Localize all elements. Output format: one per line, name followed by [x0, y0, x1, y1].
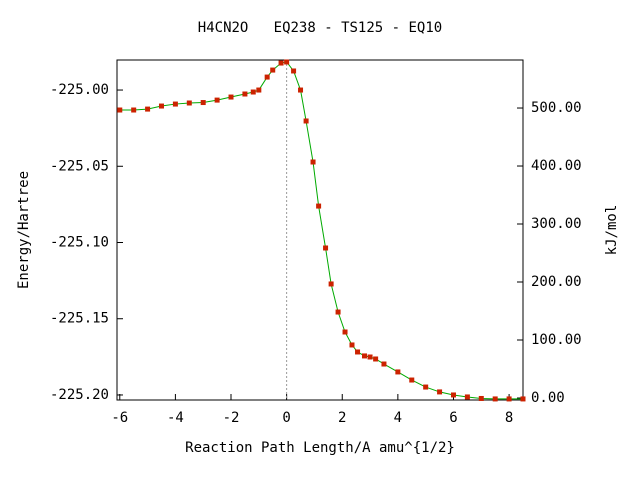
x-tick-label: 4 — [394, 410, 402, 426]
y-tick-label: -225.20 — [50, 387, 109, 403]
point — [520, 396, 526, 402]
x-tick-label: -2 — [223, 410, 240, 426]
point — [328, 281, 334, 287]
point — [284, 59, 290, 65]
x-axis-label: Reaction Path Length/A amu^{1/2} — [185, 440, 455, 456]
point — [437, 389, 443, 395]
point — [270, 67, 276, 73]
y-tick-label: -225.05 — [50, 158, 109, 174]
y2-tick-label: 500.00 — [531, 100, 582, 116]
x-tick-label: -4 — [167, 410, 184, 426]
point — [355, 349, 361, 355]
point — [395, 369, 401, 375]
point — [409, 377, 415, 383]
y-tick-label: -225.00 — [50, 82, 109, 98]
y2-tick-label: 300.00 — [531, 216, 582, 232]
y2-tick-label: 0.00 — [531, 390, 565, 406]
point — [450, 392, 456, 398]
y2-tick-label: 400.00 — [531, 158, 582, 174]
point — [256, 87, 262, 93]
point — [342, 329, 348, 335]
point — [131, 107, 137, 113]
x-tick-label: -6 — [111, 410, 128, 426]
y2-tick-label: 200.00 — [531, 274, 582, 290]
point — [492, 396, 498, 402]
point — [423, 384, 429, 390]
curve — [119, 61, 523, 400]
point — [242, 91, 248, 97]
point — [303, 118, 309, 124]
point — [478, 395, 484, 401]
point — [361, 353, 367, 359]
point — [316, 203, 322, 209]
point — [298, 87, 304, 93]
point — [278, 60, 284, 66]
point — [264, 74, 270, 80]
point — [373, 356, 379, 362]
point — [200, 100, 206, 106]
point — [250, 89, 256, 95]
point — [214, 97, 220, 103]
y2-tick-label: 100.00 — [531, 332, 582, 348]
point — [310, 159, 316, 165]
chart-title: H4CN2O EQ238 - TS125 - EQ10 — [198, 20, 442, 36]
y-axis-label: Energy/Hartree — [16, 171, 32, 289]
x-tick-label: 2 — [338, 410, 346, 426]
point — [367, 354, 373, 360]
point — [158, 103, 164, 109]
y2-axis-label: kJ/mol — [604, 205, 620, 256]
point — [228, 94, 234, 100]
point — [145, 106, 151, 112]
x-tick-label: 6 — [449, 410, 457, 426]
y-tick-label: -225.15 — [50, 311, 109, 327]
point — [381, 361, 387, 367]
point — [117, 107, 123, 113]
point — [186, 100, 192, 106]
point — [291, 68, 297, 74]
plot-frame — [116, 59, 524, 401]
point — [172, 101, 178, 107]
point — [335, 309, 341, 315]
point — [464, 394, 470, 400]
x-tick-label: 0 — [282, 410, 290, 426]
y-tick-label: -225.10 — [50, 235, 109, 251]
point — [349, 342, 355, 348]
x-tick-label: 8 — [505, 410, 513, 426]
point — [506, 396, 512, 402]
point — [323, 245, 329, 251]
